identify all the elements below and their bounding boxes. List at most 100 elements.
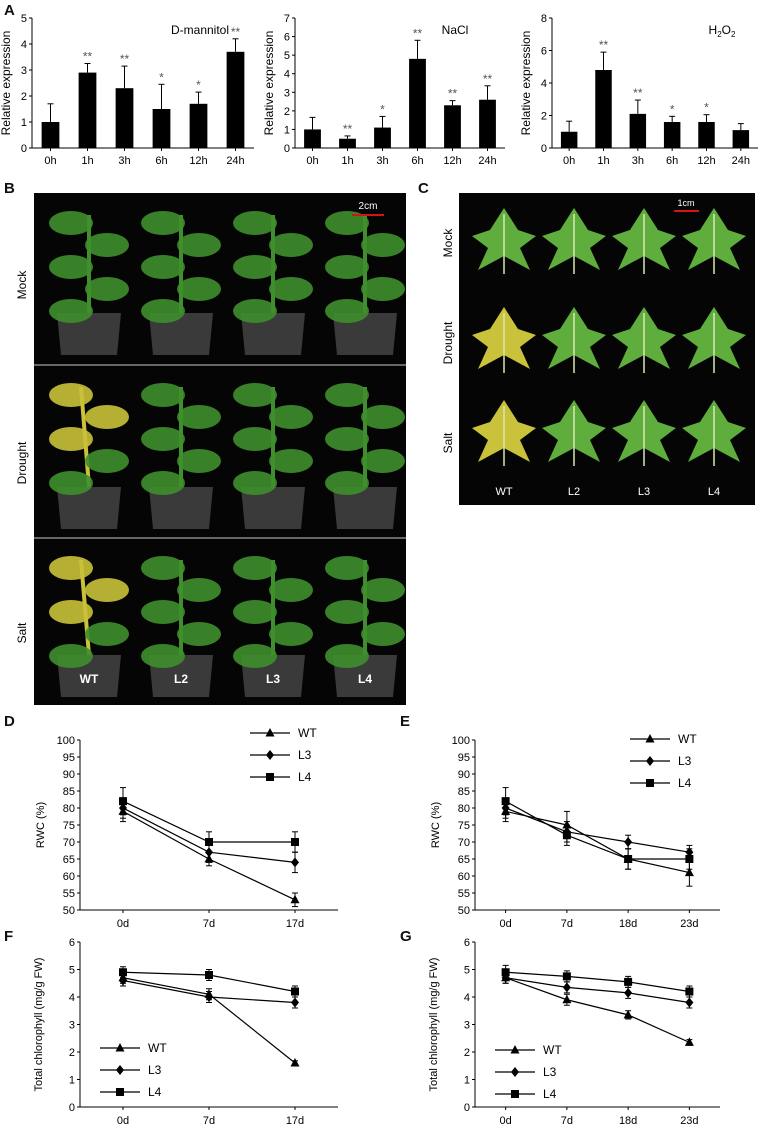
y-tick-label: 70	[63, 837, 75, 849]
marker-diamond	[291, 997, 299, 1008]
leaf	[233, 211, 277, 235]
y-tick-label: 4	[541, 78, 547, 90]
y-tick-label: 0	[464, 1102, 470, 1114]
leaf	[233, 600, 277, 624]
legend-label: L4	[543, 1087, 557, 1101]
leaf	[361, 405, 405, 429]
marker-triangle	[265, 728, 275, 737]
y-tick-label: 6	[69, 937, 75, 949]
leaf	[177, 449, 221, 473]
bar	[189, 103, 208, 148]
legend-label: L3	[148, 1063, 162, 1077]
significance-mark: *	[704, 101, 709, 115]
marker-square	[562, 972, 571, 981]
y-tick-label: 6	[541, 46, 547, 58]
marker-square	[624, 977, 633, 986]
y-tick-label: 85	[458, 786, 470, 798]
scale-bar-label: 1cm	[677, 198, 694, 208]
marker-diamond	[205, 992, 213, 1002]
plant-photo-panel-b: WT L2 L3 L4 2cm	[34, 193, 406, 705]
bar	[115, 88, 134, 148]
y-tick-label: 65	[458, 854, 470, 866]
row-label-drought: Drought	[15, 441, 29, 484]
y-tick-label: 5	[21, 13, 27, 25]
series-line	[505, 807, 690, 853]
genotype-label: L4	[708, 486, 720, 498]
genotype-label: L2	[568, 486, 580, 498]
chart-title: H2O2	[709, 23, 736, 39]
bar-chart-h2o2: 0 2 4 6 8 Relative expression 0h ** 1h ** 3h * 6h * 12…	[519, 13, 758, 167]
y-tick-label: 3	[69, 1020, 75, 1032]
bar-chart-mannitol: 0 1 2 3 4 5 Relative expression 0h ** 1h ** 3h * 6h * 1…	[0, 13, 254, 167]
leaf	[325, 471, 369, 495]
leaf	[141, 211, 185, 235]
leaf	[233, 556, 277, 580]
leaf	[85, 622, 129, 646]
chart-title: NaCl	[442, 23, 469, 37]
marker-triangle	[645, 734, 655, 743]
y-tick-label: 70	[458, 837, 470, 849]
marker-triangle	[562, 994, 572, 1004]
significance-mark: **	[633, 86, 643, 100]
y-tick-label: 1	[284, 124, 290, 136]
marker-diamond	[291, 857, 299, 868]
y-tick-label: 2	[464, 1047, 470, 1059]
leaf	[85, 233, 129, 257]
leaf	[49, 427, 93, 451]
bar-chart-nacl: 0 1 2 3 4 5 6 7 Relative expression 0h ** 1h * 3h ** 6h…	[262, 13, 505, 167]
leaf	[141, 427, 185, 451]
row-label-drought: Drought	[441, 321, 455, 364]
y-tick-label: 90	[63, 769, 75, 781]
marker-square	[205, 971, 213, 979]
leaf	[49, 556, 93, 580]
y-tick-label: 100	[57, 735, 75, 747]
significance-mark: *	[159, 70, 164, 84]
y-tick-label: 3	[284, 87, 290, 99]
x-tick-label: 0h	[44, 155, 56, 167]
y-tick-label: 2	[69, 1047, 75, 1059]
x-tick-label: 6h	[411, 155, 423, 167]
pot	[333, 487, 397, 529]
x-tick-label: 0d	[117, 1115, 129, 1127]
pot	[149, 313, 213, 355]
marker-square	[291, 987, 299, 996]
y-tick-label: 50	[458, 905, 470, 917]
scale-bar-label: 2cm	[359, 201, 378, 212]
y-tick-label: 0	[69, 1102, 75, 1114]
x-tick-label: 0d	[500, 918, 512, 928]
leaf	[269, 405, 313, 429]
bar	[226, 51, 245, 148]
series-line	[505, 977, 690, 1043]
marker-square	[119, 968, 127, 977]
leaf	[325, 556, 369, 580]
leaf	[141, 556, 185, 580]
y-axis-label: Total chlorophyll (mg/g FW)	[428, 958, 440, 1092]
bar	[41, 122, 60, 148]
y-tick-label: 0	[541, 143, 547, 155]
marker-square	[685, 855, 694, 863]
y-tick-label: 5	[284, 50, 290, 62]
series-line	[505, 977, 690, 1004]
marker-diamond	[562, 982, 571, 993]
panel-letter-c: C	[418, 180, 429, 197]
leaf	[325, 600, 369, 624]
legend-label: L4	[298, 770, 312, 784]
y-tick-label: 60	[458, 871, 470, 883]
leaf	[141, 383, 185, 407]
y-tick-label: 85	[63, 786, 75, 798]
leaf	[325, 644, 369, 668]
y-tick-label: 2	[541, 111, 547, 123]
chart-title: D-mannitol	[171, 23, 229, 37]
leaf	[177, 405, 221, 429]
bar	[698, 122, 715, 148]
leaf	[49, 255, 93, 279]
legend-label: L3	[298, 748, 312, 762]
significance-mark: **	[448, 87, 458, 101]
leaf	[325, 255, 369, 279]
marker-square	[511, 1090, 519, 1098]
leaf	[49, 383, 93, 407]
y-tick-label: 75	[458, 820, 470, 832]
y-tick-label: 1	[464, 1075, 470, 1087]
y-tick-label: 65	[63, 854, 75, 866]
leaf	[85, 277, 129, 301]
